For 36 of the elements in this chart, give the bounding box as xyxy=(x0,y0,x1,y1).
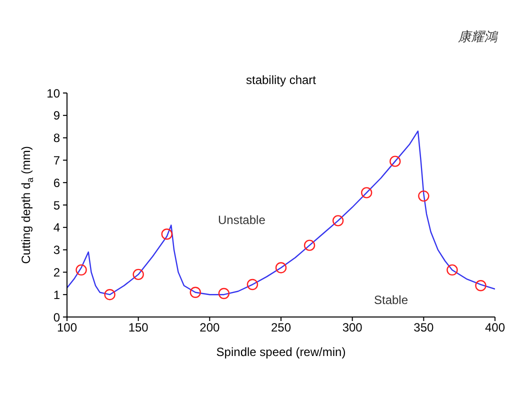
point xyxy=(304,240,316,251)
y-tick-label: 9 xyxy=(53,108,60,123)
point xyxy=(218,288,230,300)
y-tick-label: 10 xyxy=(46,86,60,100)
point xyxy=(76,264,87,276)
y-tick-label: 4 xyxy=(53,220,60,235)
y-tick-label: 3 xyxy=(53,243,60,258)
point xyxy=(361,187,372,198)
x-tick-label: 400 xyxy=(484,320,506,335)
y-tick-label: 1 xyxy=(53,288,60,302)
point xyxy=(446,264,458,276)
y-tick-label: 7 xyxy=(53,153,60,168)
point xyxy=(418,190,430,202)
x-tick-label: 300 xyxy=(342,320,363,335)
point xyxy=(332,215,344,226)
y-tick-label: 2 xyxy=(53,265,60,280)
y-tick-label: 6 xyxy=(53,176,60,190)
point xyxy=(390,156,401,167)
y-tick-label: 8 xyxy=(53,131,60,146)
point xyxy=(246,278,258,290)
point xyxy=(132,268,144,280)
x-tick-label: 150 xyxy=(128,320,149,335)
x-tick-label: 200 xyxy=(200,320,220,335)
x-tick-label: 250 xyxy=(270,320,292,335)
chart-title: stability chart xyxy=(246,73,317,87)
point xyxy=(161,228,172,240)
point xyxy=(104,289,116,300)
y-tick-label: 5 xyxy=(53,198,60,212)
text: 康耀鴻 xyxy=(458,29,497,46)
point xyxy=(275,262,287,274)
x-axis-title: Spindle speed (rew/min) xyxy=(216,345,346,359)
annotation: Unstable xyxy=(218,213,266,227)
x-tick-label: 350 xyxy=(414,320,434,335)
point xyxy=(190,286,201,298)
point xyxy=(475,280,486,292)
annotation: Stable xyxy=(374,293,408,307)
